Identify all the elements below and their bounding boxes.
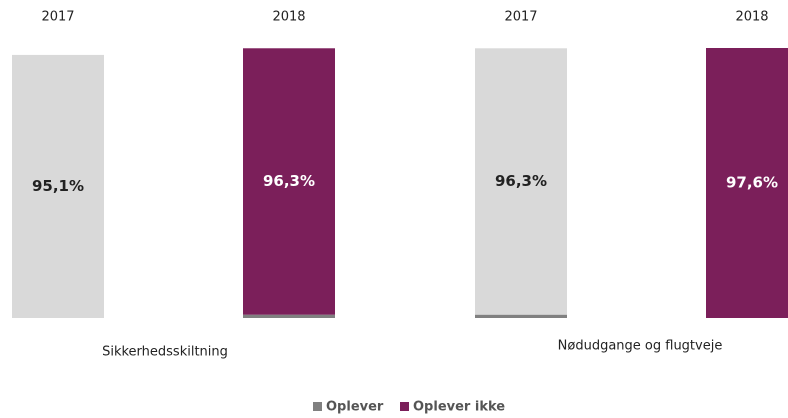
bar-segment — [475, 48, 567, 315]
year-label: 2017 — [41, 10, 74, 25]
group-label: Sikkerhedsskiltning — [102, 345, 228, 360]
value-label: 97,6% — [726, 174, 778, 192]
legend-label: Oplever ikke — [413, 400, 505, 415]
value-label: 96,3% — [263, 172, 315, 190]
group-label: Nødudgange og flugtveje — [558, 339, 723, 354]
year-label: 2017 — [504, 10, 537, 25]
legend-swatch — [400, 402, 409, 411]
bar-segment — [243, 314, 335, 318]
bar-segment — [243, 48, 335, 315]
bar-segment — [475, 314, 567, 318]
bar-segment — [12, 54, 104, 318]
value-label: 96,3% — [495, 172, 547, 190]
year-label: 2018 — [735, 10, 768, 25]
bar-segment — [706, 48, 788, 318]
value-label: 95,1% — [32, 177, 84, 195]
legend-label: Oplever — [326, 400, 384, 415]
year-label: 2018 — [272, 10, 305, 25]
legend-swatch — [313, 402, 322, 411]
